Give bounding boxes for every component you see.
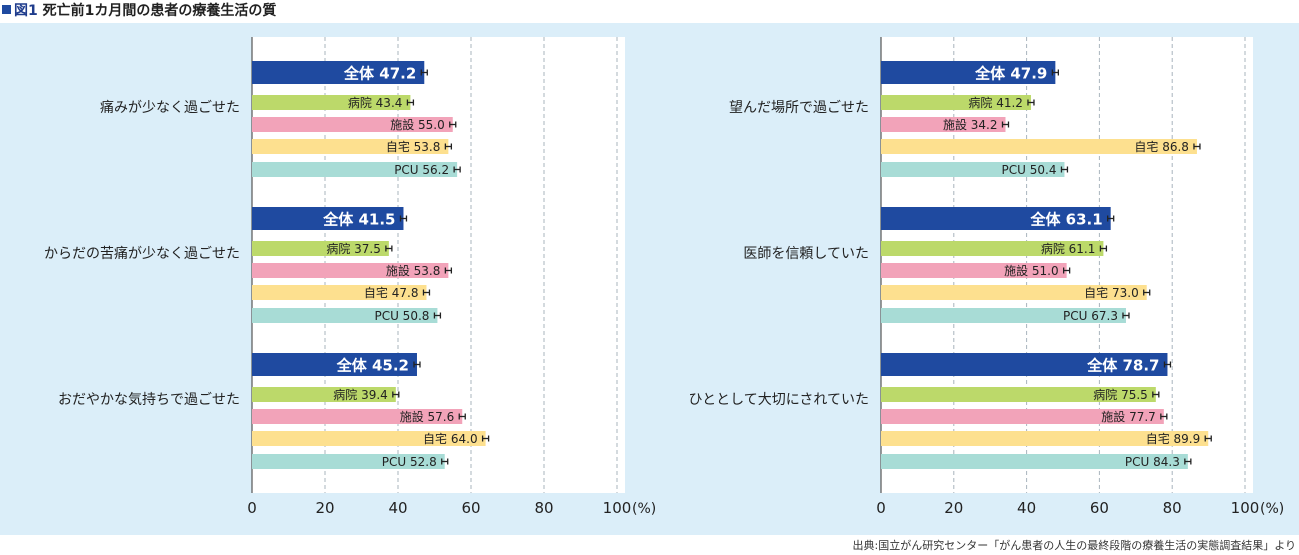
bar [881, 454, 1188, 469]
data-label: 施設 53.8 [386, 263, 441, 278]
x-tick-label: 60 [1090, 499, 1109, 517]
data-label: 病院 61.1 [1041, 241, 1096, 256]
data-label: PCU 52.8 [382, 455, 437, 469]
data-label: 自宅 89.9 [1146, 431, 1201, 446]
data-label: 自宅 73.0 [1084, 285, 1139, 300]
data-label: PCU 84.3 [1125, 455, 1180, 469]
data-label: 全体 41.5 [322, 211, 395, 229]
data-label: 施設 55.0 [390, 117, 445, 132]
bar [252, 409, 463, 424]
x-tick-label: 60 [461, 499, 480, 517]
data-label: 施設 34.2 [943, 117, 998, 132]
data-label: 全体 47.2 [343, 65, 416, 83]
bar [881, 207, 1111, 230]
data-label: 自宅 64.0 [423, 431, 478, 446]
bar [881, 308, 1126, 323]
bar [252, 241, 389, 256]
data-label: 病院 37.5 [326, 241, 381, 256]
data-label: PCU 50.4 [1002, 163, 1057, 177]
category-label: 望んだ場所で過ごせた [729, 100, 869, 116]
category-label: おだやかな気持ちで過ごせた [58, 392, 240, 408]
bar [881, 409, 1164, 424]
figure-title-text: 死亡前1カ月間の患者の療養生活の質 [42, 3, 277, 19]
data-label: 自宅 47.8 [364, 285, 419, 300]
bar [252, 285, 427, 300]
bar [881, 353, 1168, 376]
bar [881, 431, 1209, 446]
bar [252, 207, 404, 230]
bar [252, 139, 449, 154]
data-label: 施設 57.6 [400, 409, 455, 424]
data-label: PCU 67.3 [1063, 309, 1118, 323]
figure-label: 図1 [14, 3, 38, 19]
data-label: 全体 78.7 [1086, 357, 1159, 375]
x-unit-label: (%) [632, 501, 656, 517]
bar [881, 139, 1197, 154]
bar [881, 241, 1104, 256]
category-label: 痛みが少なく過ごせた [100, 99, 240, 116]
data-label: 全体 45.2 [336, 357, 409, 375]
data-label: 施設 77.7 [1101, 409, 1156, 424]
bar [252, 117, 453, 132]
data-label: 自宅 53.8 [386, 139, 441, 154]
bar [252, 61, 425, 84]
data-label: PCU 50.8 [374, 309, 429, 323]
bar [252, 263, 449, 278]
category-label: ひととして大切にされていた [689, 392, 869, 408]
data-label: 自宅 86.8 [1134, 139, 1189, 154]
x-tick-label: 40 [1017, 499, 1036, 517]
data-label: 病院 75.5 [1093, 387, 1148, 402]
chart-panel: 0 20 40 60 80 100 (%) 痛みが少なく過ごせた 全体 47.2 病院 43.4 施… [0, 23, 1299, 535]
title-square-icon [2, 5, 11, 14]
x-tick-label: 20 [944, 499, 963, 517]
x-tick-label: 80 [534, 499, 553, 517]
bar [881, 61, 1056, 84]
bar [252, 308, 438, 323]
category-label: 医師を信頼していた [743, 246, 869, 262]
x-tick-label: 80 [1163, 499, 1182, 517]
data-label: 病院 39.4 [333, 387, 388, 402]
x-tick-label: 40 [388, 499, 407, 517]
bar [881, 117, 1006, 132]
data-label: 病院 41.2 [968, 95, 1023, 110]
bar [881, 387, 1156, 402]
data-label: PCU 56.2 [394, 163, 449, 177]
data-label: 全体 47.9 [974, 65, 1047, 83]
x-tick-label: 100 [603, 499, 632, 517]
x-unit-label: (%) [1260, 501, 1284, 517]
figure-title: 図1 死亡前1カ月間の患者の療養生活の質 [0, 0, 276, 22]
bar [881, 162, 1065, 177]
bar [252, 95, 411, 110]
bar [252, 162, 458, 177]
bar [252, 431, 486, 446]
x-tick-label: 100 [1231, 499, 1260, 517]
category-label: からだの苦痛が少なく過ごせた [44, 245, 240, 262]
x-tick-label: 0 [876, 499, 886, 517]
bar [252, 454, 445, 469]
x-tick-label: 0 [247, 499, 257, 517]
data-label: 全体 63.1 [1029, 211, 1102, 229]
bar [881, 95, 1031, 110]
bar [252, 387, 396, 402]
data-label: 病院 43.4 [348, 95, 403, 110]
source-note: 出典:国立がん研究センター「がん患者の人生の最終段階の療養生活の実態調査結果」よ… [852, 539, 1296, 552]
data-label: 施設 51.0 [1004, 263, 1059, 278]
bar [881, 285, 1147, 300]
bar [252, 353, 417, 376]
bar [881, 263, 1067, 278]
x-tick-label: 20 [315, 499, 334, 517]
